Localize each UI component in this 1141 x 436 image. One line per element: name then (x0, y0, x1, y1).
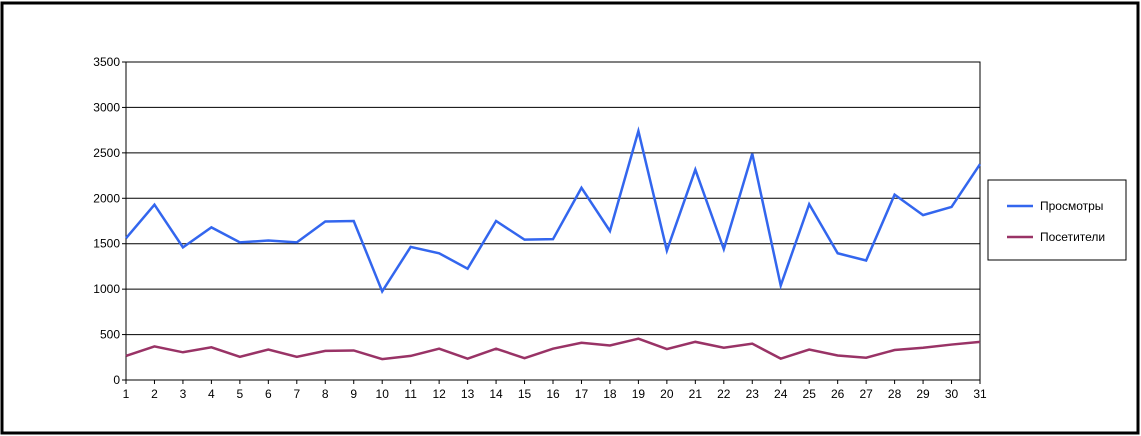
x-tick-label: 21 (689, 387, 703, 401)
series-lines (125, 126, 982, 361)
x-tick-label: 13 (461, 387, 475, 401)
x-tick-label: 31 (973, 387, 987, 401)
legend-box (987, 179, 1127, 261)
x-tick-label: 20 (660, 387, 674, 401)
legend-label: Посетители (1040, 230, 1105, 244)
y-tick-label: 0 (113, 373, 120, 387)
y-tick-label: 2000 (93, 191, 120, 205)
x-tick-label: 12 (432, 387, 446, 401)
y-tick-label: 1000 (93, 282, 120, 296)
x-tick-label: 9 (350, 387, 357, 401)
x-tick-label: 17 (575, 387, 589, 401)
series-line-1 (125, 126, 982, 295)
y-tick-label: 2500 (93, 146, 120, 160)
x-tick-label: 18 (603, 387, 617, 401)
x-tick-label: 1 (123, 387, 130, 401)
x-tick-label: 24 (774, 387, 788, 401)
y-tick-label: 500 (100, 328, 120, 342)
grid-lines (126, 106, 980, 336)
x-tick-label: 23 (746, 387, 760, 401)
x-axis-ticks: 1 2 3 4 5 6 7 8 9 10 11 12 13 14 15 16 17 18 19 20 21 22 23 24 2… (123, 380, 987, 401)
x-tick-label: 3 (180, 387, 187, 401)
x-tick-label: 19 (632, 387, 646, 401)
y-tick-label: 3500 (93, 55, 120, 69)
x-tick-label: 4 (208, 387, 215, 401)
x-tick-label: 14 (489, 387, 503, 401)
y-axis-ticks: 0 500 1000 1500 2000 2500 3000 3500 (93, 55, 126, 387)
x-tick-label: 8 (322, 387, 329, 401)
x-tick-label: 25 (803, 387, 817, 401)
legend: Просмотры Посетители (987, 179, 1127, 261)
y-tick-label: 3000 (93, 100, 120, 114)
series-line-2 (125, 337, 981, 361)
x-tick-label: 7 (293, 387, 300, 401)
x-tick-label: 15 (518, 387, 532, 401)
x-tick-label: 10 (376, 387, 390, 401)
x-tick-label: 16 (546, 387, 560, 401)
x-tick-label: 28 (888, 387, 902, 401)
y-tick-label: 1500 (93, 237, 120, 251)
x-tick-label: 30 (945, 387, 959, 401)
x-tick-label: 26 (831, 387, 845, 401)
x-tick-label: 5 (237, 387, 244, 401)
legend-label: Просмотры (1040, 199, 1103, 213)
x-tick-label: 27 (859, 387, 873, 401)
x-tick-label: 29 (916, 387, 930, 401)
x-tick-label: 6 (265, 387, 272, 401)
x-tick-label: 22 (717, 387, 731, 401)
x-tick-label: 11 (404, 387, 417, 401)
x-tick-label: 2 (151, 387, 158, 401)
